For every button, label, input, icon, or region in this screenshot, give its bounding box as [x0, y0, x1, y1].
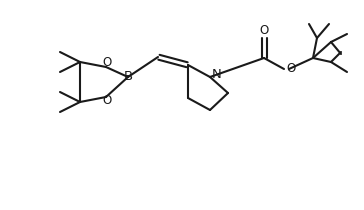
Text: B: B	[123, 71, 132, 84]
Text: O: O	[102, 56, 112, 70]
Text: O: O	[286, 63, 296, 76]
Text: O: O	[102, 94, 112, 108]
Text: O: O	[260, 24, 269, 37]
Text: N: N	[212, 67, 222, 80]
